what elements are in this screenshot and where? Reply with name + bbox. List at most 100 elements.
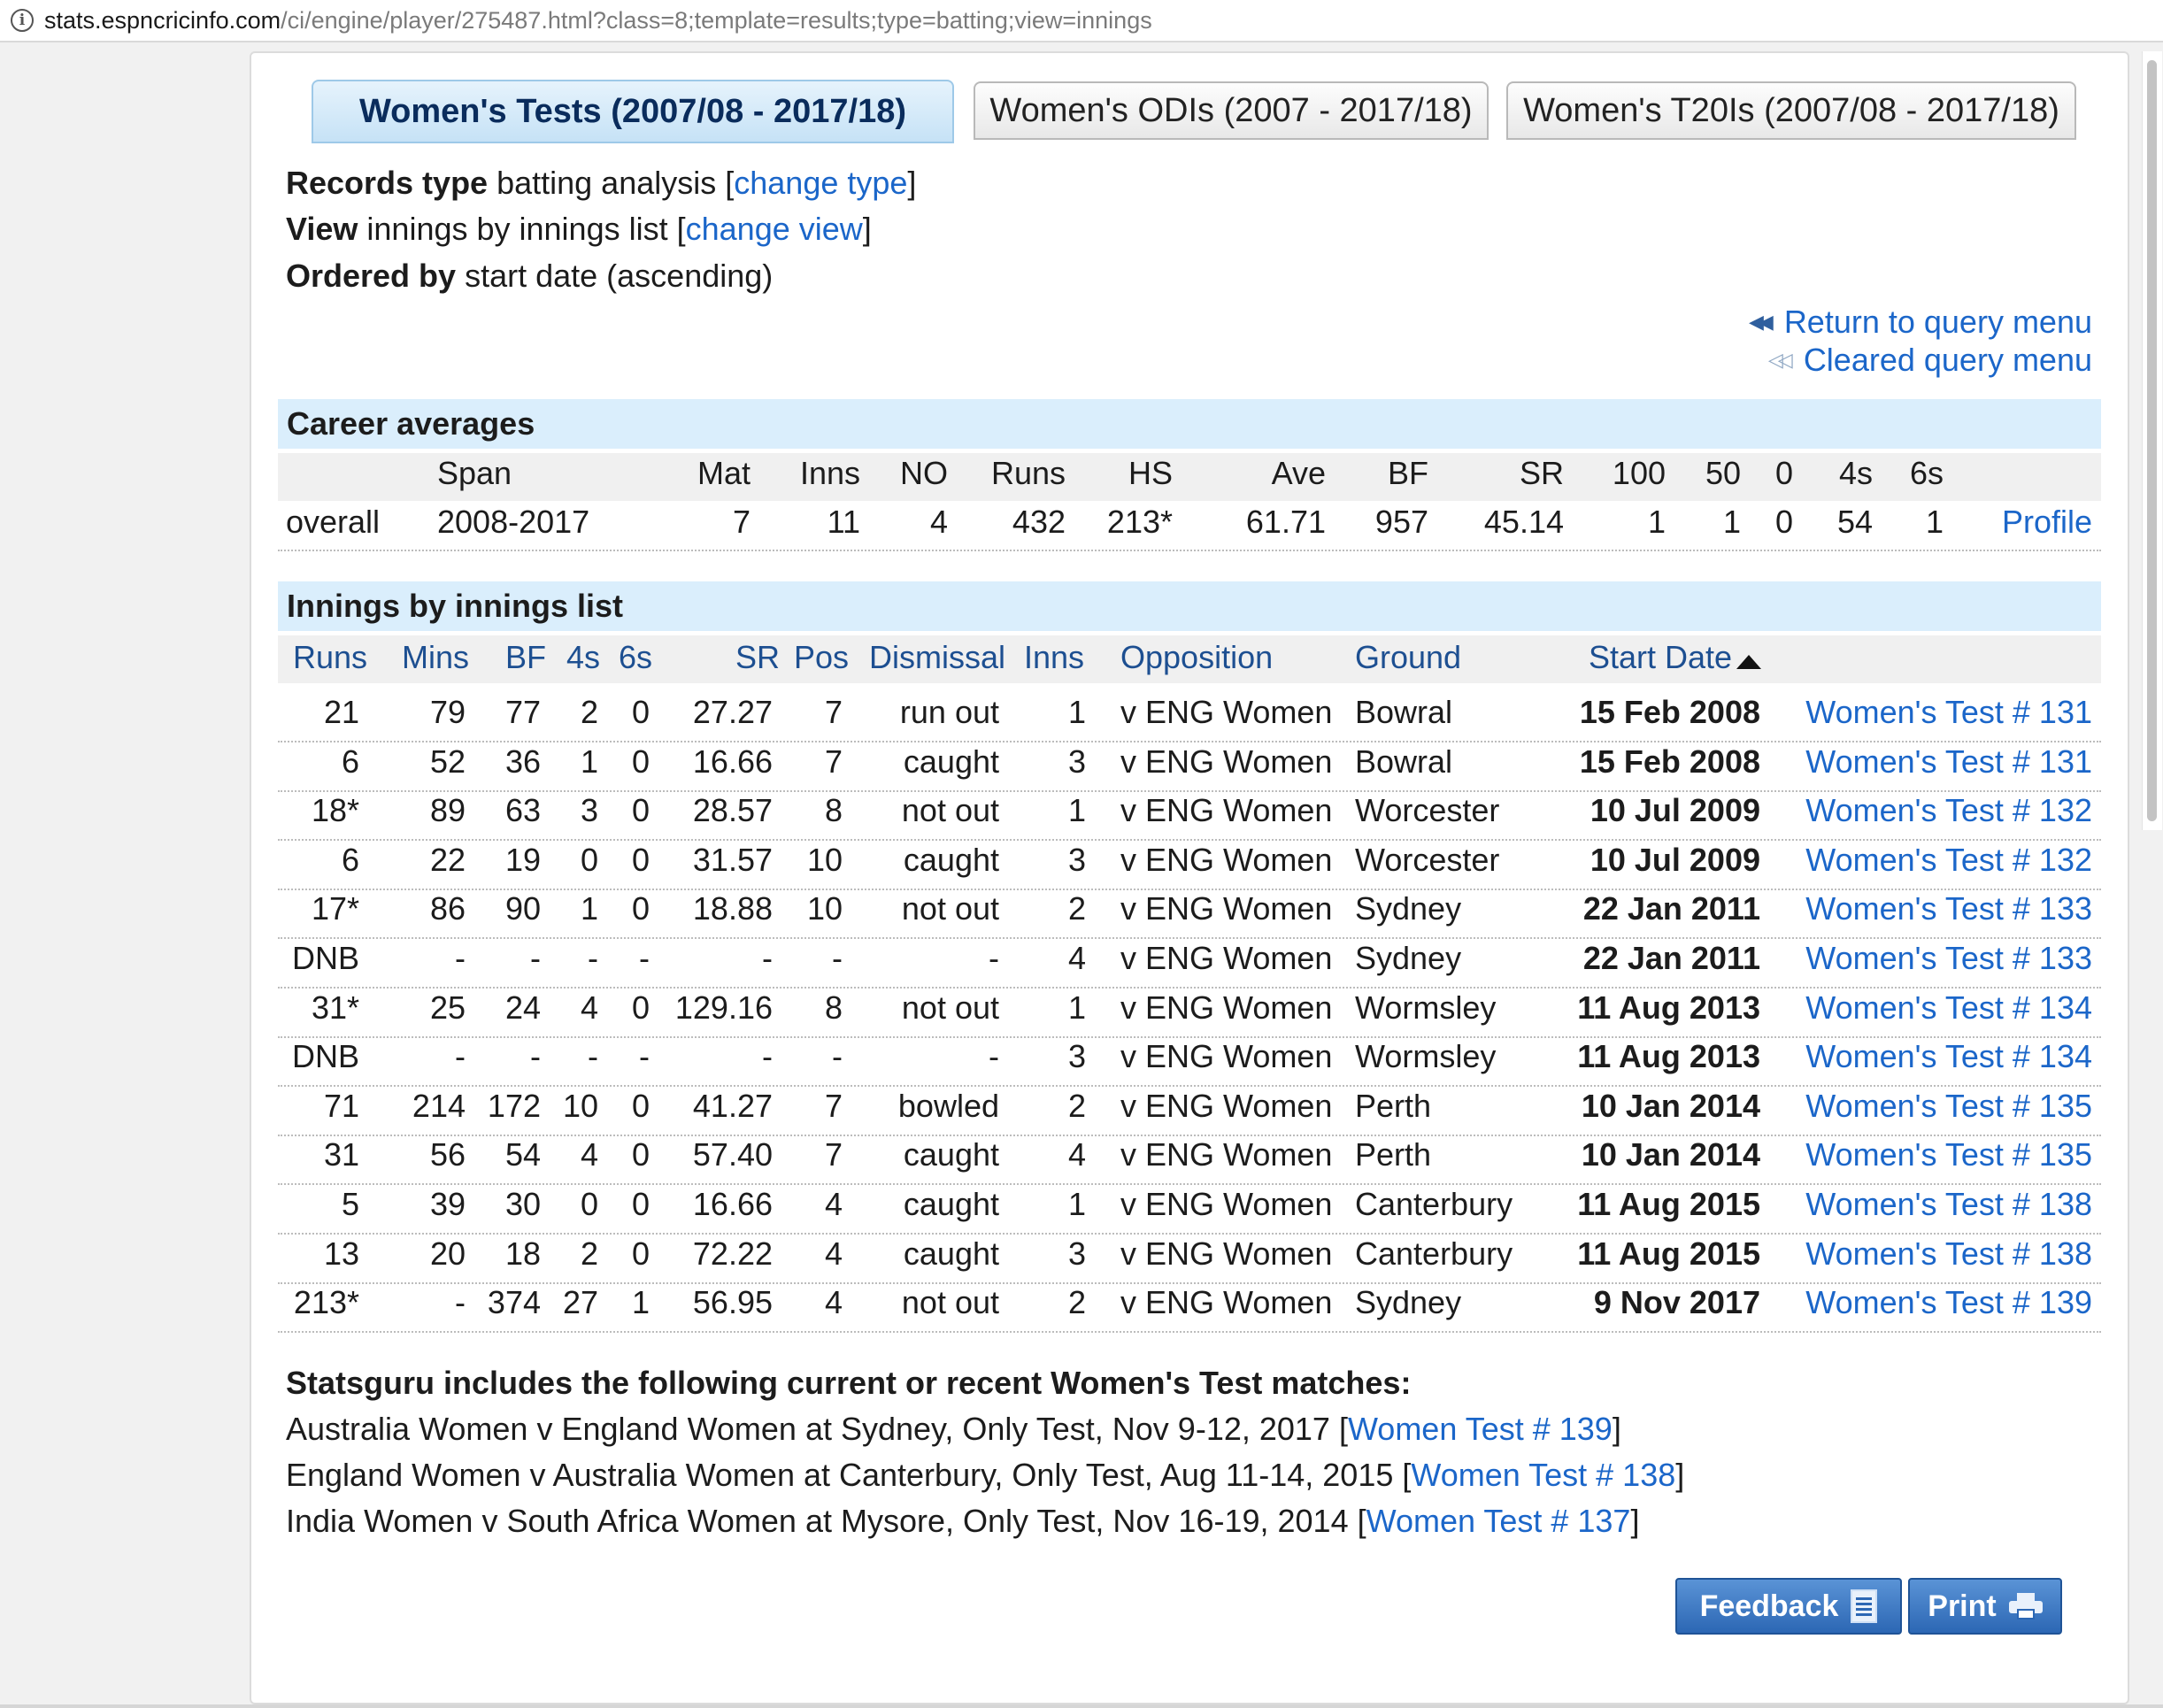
recent-match-link[interactable]: Women Test # 137	[1366, 1503, 1631, 1539]
match-link[interactable]: Women's Test # 131	[1805, 694, 2092, 730]
innings-cell-pos: 4	[824, 1284, 843, 1321]
innings-col-dismissal[interactable]: Dismissal	[869, 639, 1006, 675]
innings-col-inns[interactable]: Inns	[1024, 639, 1085, 675]
innings-cell-pos: 10	[806, 890, 843, 927]
window-bottom-edge	[0, 1704, 2163, 1708]
recent-match-link[interactable]: Women Test # 138	[1411, 1457, 1676, 1493]
innings-cell-bf: 54	[504, 1136, 541, 1173]
innings-cell-sr: -	[762, 1038, 773, 1075]
change-view-link[interactable]: change view	[685, 211, 863, 247]
innings-cell-bf: 77	[504, 694, 541, 730]
innings-col-runs[interactable]: Runs	[293, 639, 368, 675]
match-link[interactable]: Women's Test # 131	[1805, 742, 2092, 780]
innings-col-ground[interactable]: Ground	[1355, 639, 1462, 675]
sort-ascending-icon[interactable]	[1736, 655, 1761, 669]
cleared-query-menu-link[interactable]: Cleared query menu	[1803, 342, 2092, 378]
innings-cell-ground: Bowral	[1355, 742, 1453, 780]
innings-cell-dismissal: caught	[903, 742, 999, 780]
print-button[interactable]: Print	[1908, 1578, 2062, 1635]
url-host: stats.espncricinfo.com	[44, 6, 281, 34]
innings-cell-opposition: v ENG Women	[1120, 694, 1333, 730]
innings-col-mins[interactable]: Mins	[402, 639, 470, 675]
info-icon[interactable]: i	[11, 9, 34, 32]
recent-match-item: India Women v South Africa Women at Myso…	[286, 1503, 1640, 1539]
career-col-0: Span	[437, 455, 512, 491]
cleared-query-menu[interactable]: ◁◁ Cleared query menu	[1768, 342, 2092, 379]
innings-col-6s[interactable]: 6s	[619, 639, 653, 675]
recent-match-item: England Women v Australia Women at Cante…	[286, 1457, 1685, 1493]
innings-cell-start-date: 11 Aug 2015	[1577, 1235, 1760, 1272]
innings-cell-ground: Worcester	[1355, 841, 1500, 878]
innings-cell-opposition: v ENG Women	[1120, 1136, 1333, 1173]
innings-cell-pos: 7	[824, 694, 843, 730]
match-link[interactable]: Women's Test # 134	[1805, 1038, 2092, 1075]
innings-cell-bf: 19	[504, 841, 541, 878]
innings-cell-bf: -	[530, 940, 541, 976]
innings-cell-opposition: v ENG Women	[1120, 1186, 1333, 1222]
innings-cell-ground: Canterbury	[1355, 1235, 1513, 1272]
innings-cell-inns: 3	[1067, 742, 1086, 780]
match-link[interactable]: Women's Test # 132	[1805, 841, 2092, 878]
innings-cell-runs: 71	[323, 1087, 359, 1124]
match-link[interactable]: Women's Test # 135	[1805, 1136, 2092, 1173]
row-divider	[278, 937, 2101, 940]
innings-col-start-date[interactable]: Start Date	[1589, 639, 1733, 675]
career-col-11: 0	[1774, 455, 1793, 491]
match-link[interactable]: Women's Test # 138	[1805, 1186, 2092, 1222]
innings-cell-ground: Wormsley	[1355, 1038, 1497, 1075]
match-link[interactable]: Women's Test # 135	[1805, 1087, 2092, 1124]
scrollbar[interactable]	[2142, 51, 2162, 830]
innings-cell-sr: -	[762, 940, 773, 976]
recent-match-link[interactable]: Women Test # 139	[1347, 1411, 1613, 1447]
tab-womens-odis[interactable]: Women's ODIs (2007 - 2017/18)	[974, 81, 1489, 140]
innings-cell-opposition: v ENG Women	[1120, 742, 1333, 780]
recent-match-text: England Women v Australia Women at Cante…	[286, 1457, 1394, 1493]
career-header-row-bg	[278, 453, 2101, 501]
innings-col-4s[interactable]: 4s	[566, 639, 601, 675]
career-row-divider	[278, 550, 2101, 551]
match-link[interactable]: Women's Test # 132	[1805, 792, 2092, 829]
innings-cell-start-date: 22 Jan 2011	[1582, 890, 1760, 927]
innings-col-bf[interactable]: BF	[505, 639, 547, 675]
innings-col-opposition[interactable]: Opposition	[1120, 639, 1274, 675]
innings-cell-dismissal: caught	[903, 1235, 999, 1272]
address-bar[interactable]: i stats.espncricinfo.com/ci/engine/playe…	[0, 0, 2163, 42]
profile-link[interactable]: Profile	[2001, 504, 2092, 540]
innings-cell-runs: 13	[323, 1235, 359, 1272]
tab-womens-tests[interactable]: Women's Tests (2007/08 - 2017/18)	[312, 80, 954, 143]
innings-list-header: Innings by innings list	[278, 581, 2101, 631]
innings-cell-ground: Perth	[1355, 1087, 1432, 1124]
view-label: View	[286, 211, 358, 247]
innings-cell-6s: 0	[631, 1136, 650, 1173]
career-cell-7: 957	[1374, 504, 1428, 540]
change-type-link[interactable]: change type	[734, 165, 908, 201]
recent-match-item: Australia Women v England Women at Sydne…	[286, 1411, 1621, 1447]
recent-match-text: Australia Women v England Women at Sydne…	[286, 1411, 1330, 1447]
return-query-menu[interactable]: ◀◀ Return to query menu	[1749, 304, 2092, 341]
printer-icon	[2008, 1593, 2043, 1620]
career-col-5: HS	[1128, 455, 1173, 491]
feedback-button[interactable]: Feedback	[1675, 1578, 1902, 1635]
innings-cell-6s: 0	[631, 1235, 650, 1272]
innings-cell-4s: 3	[580, 792, 598, 829]
innings-cell-ground: Bowral	[1355, 694, 1453, 730]
innings-cell-6s: 0	[631, 841, 650, 878]
match-link[interactable]: Women's Test # 138	[1805, 1235, 2092, 1272]
return-query-menu-link[interactable]: Return to query menu	[1783, 304, 2092, 340]
match-link[interactable]: Women's Test # 139	[1805, 1284, 2092, 1321]
match-link[interactable]: Women's Test # 133	[1805, 890, 2092, 927]
innings-cell-4s: -	[588, 1038, 598, 1075]
innings-cell-sr: 41.27	[692, 1087, 773, 1124]
match-link[interactable]: Women's Test # 134	[1805, 989, 2092, 1026]
innings-col-pos[interactable]: Pos	[794, 639, 850, 675]
career-row-label: overall	[286, 504, 381, 540]
match-link[interactable]: Women's Test # 133	[1805, 940, 2092, 976]
innings-cell-4s: 27	[562, 1284, 598, 1321]
innings-cell-pos: 7	[824, 742, 843, 780]
innings-cell-sr: 129.16	[674, 989, 773, 1026]
innings-cell-start-date: 22 Jan 2011	[1582, 940, 1760, 976]
innings-cell-4s: -	[588, 940, 598, 976]
tab-womens-t20is[interactable]: Women's T20Is (2007/08 - 2017/18)	[1506, 81, 2076, 140]
scrollbar-thumb[interactable]	[2147, 60, 2157, 821]
innings-col-sr[interactable]: SR	[735, 639, 781, 675]
